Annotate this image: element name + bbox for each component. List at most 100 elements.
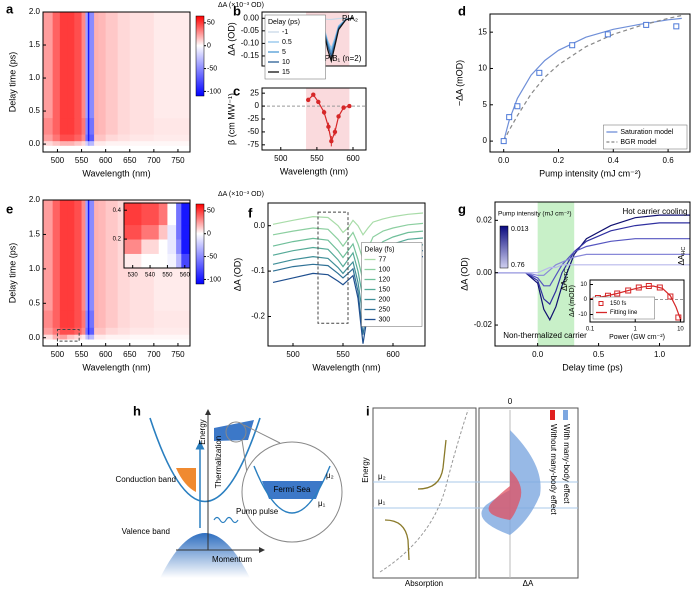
heatmap-cell [52, 117, 61, 135]
heatmap-cell [167, 224, 177, 240]
heatmap-cell [98, 145, 107, 153]
heatmap-cell [153, 117, 191, 135]
colorbar-tick-label: -50 [207, 253, 217, 260]
y-tick-label: 0.00 [243, 13, 259, 22]
y-tick-label: 0 [584, 297, 588, 303]
data-point [336, 114, 341, 119]
heatmap-cell [85, 200, 89, 311]
resonance-mu1 [384, 519, 410, 561]
series-line [495, 253, 690, 276]
heatmap-cell [89, 140, 95, 146]
data-point [341, 105, 346, 110]
heatmap-cell [129, 310, 155, 328]
heatmap-cell [67, 310, 75, 328]
heatmap-cell [98, 310, 107, 328]
heatmap-cell [67, 12, 75, 119]
heatmap-cell [59, 145, 68, 153]
y-tick-label: 10 [478, 64, 487, 73]
diagram-i [372, 407, 579, 579]
legend-label: 200 [379, 296, 391, 303]
colorbar-title: Pump intensity (mJ cm⁻²) [498, 211, 572, 218]
x-tick-label: 650 [123, 350, 137, 359]
x-tick-label: 0.2 [553, 156, 565, 165]
heatmap-cell [129, 339, 155, 347]
x-tick-label: 700 [147, 350, 161, 359]
heatmap-cell [105, 327, 119, 335]
heatmap-cell [167, 239, 177, 254]
legend-label: 77 [379, 256, 387, 263]
heatmap-cell [181, 203, 191, 226]
heatmap-cell [153, 134, 191, 142]
heatmap-cell [89, 310, 95, 328]
absorption-curve [379, 409, 469, 573]
heatmap-cell [43, 140, 54, 146]
y-tick-label: -25 [247, 114, 259, 123]
x-tick-label: 700 [147, 156, 161, 165]
heatmap-cell [74, 140, 82, 146]
x-tick-label: 550 [310, 154, 324, 163]
series-line [495, 214, 690, 322]
diagram-label: Energy [198, 419, 207, 444]
heatmap-cell [67, 145, 75, 153]
heatmap-cell [105, 12, 119, 119]
y-tick-label: 15 [478, 27, 487, 36]
heatmap-cell [105, 310, 119, 328]
heatmap-cell [98, 140, 107, 146]
y-tick-label: 25 [250, 88, 259, 97]
heatmap-cell [129, 334, 155, 340]
heatmap-cell [141, 203, 160, 226]
heatmap-cell [43, 339, 54, 347]
heatmap-cell [59, 117, 68, 135]
heatmap-cell [43, 200, 54, 311]
x-tick-label: 0.0 [498, 156, 510, 165]
panel-label: g [458, 201, 466, 216]
annotation: Hot carrier cooling [623, 207, 688, 216]
heatmap-cell [85, 140, 89, 146]
heatmap-cell [98, 12, 107, 119]
data-point [506, 114, 513, 121]
data-point [329, 139, 334, 144]
x-tick-label: 0.5 [593, 350, 605, 359]
x-axis-label: Power (GW cm⁻²) [609, 334, 665, 341]
heatmap-cell [67, 327, 75, 335]
heatmap-cell [98, 327, 107, 335]
series-line [503, 14, 682, 142]
legend-label: 5 [282, 49, 286, 56]
legend-label: 10 [282, 59, 290, 66]
data-point [569, 42, 576, 49]
heatmap-cell [176, 253, 182, 269]
diagram-label: Absorption [405, 579, 443, 588]
colorbar-tick-label: -50 [207, 65, 217, 72]
heatmap-cell [74, 327, 82, 335]
legend-label: 300 [379, 316, 391, 323]
data-point [347, 103, 352, 109]
y-axis-label: −ΔA (mOD) [454, 60, 464, 106]
heatmap-cell [89, 200, 95, 311]
series-line [272, 212, 424, 236]
annotation: PIB₁ (n=2) [325, 54, 362, 63]
diagram-label: Fermi Sea [274, 485, 311, 494]
x-tick-label: 550 [75, 350, 89, 359]
heatmap-cell [117, 339, 131, 347]
heatmap-cell [153, 310, 191, 328]
annotation-text: ΔA [677, 254, 686, 265]
y-tick-label: 1.0 [29, 73, 41, 82]
heatmap-cell [89, 12, 95, 119]
x-tick-label: 500 [286, 350, 300, 359]
delta-a-box [478, 407, 579, 579]
diagram-label: μ₂ [326, 471, 334, 480]
diagram-h [149, 409, 343, 578]
x-axis-label: Wavelength (nm) [82, 168, 150, 178]
colorbar-tick-label: 50 [207, 208, 215, 215]
y-tick-label: 0.2 [113, 237, 122, 243]
x-axis-label: Wavelength (nm) [280, 166, 348, 176]
heatmap-cell [181, 253, 191, 269]
annotation-text: ΔA [560, 280, 569, 291]
x-tick-label: 600 [99, 156, 113, 165]
heatmap-cell [124, 239, 142, 254]
heatmap-cell [52, 12, 61, 119]
diagram-label: Thermalization [214, 436, 223, 488]
heatmap-cell [67, 200, 75, 311]
y-tick-label: -0.10 [241, 39, 260, 48]
heatmap-cell [117, 140, 131, 146]
